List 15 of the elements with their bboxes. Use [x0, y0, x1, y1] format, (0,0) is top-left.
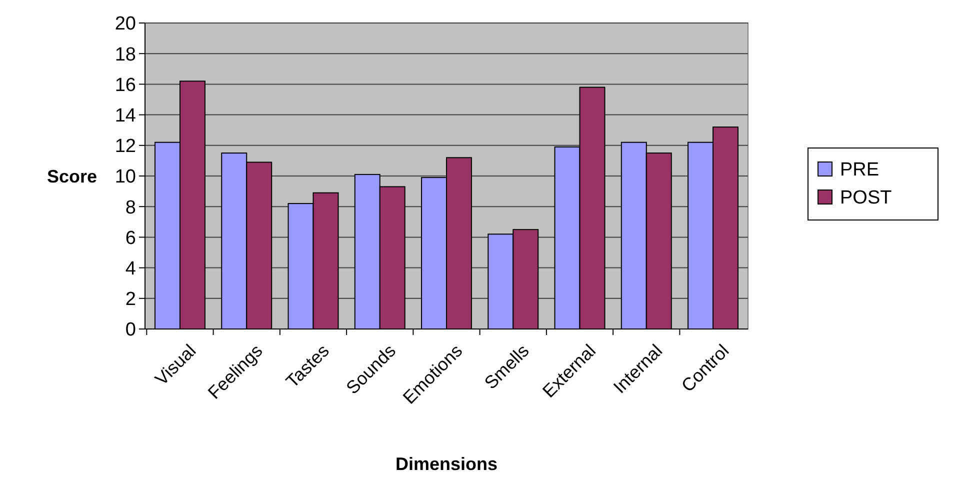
y-tick-label: 4 — [125, 258, 136, 280]
y-tick-label: 18 — [114, 44, 136, 66]
y-tick-label: 10 — [114, 166, 136, 188]
y-tick-label: 12 — [114, 136, 136, 158]
y-tick-label: 8 — [125, 197, 136, 218]
legend-label: PRE — [840, 160, 880, 181]
y-tick-label: 6 — [125, 228, 136, 249]
y-tick-label: 2 — [125, 289, 136, 310]
legend-label: POST — [840, 188, 892, 209]
y-axis-title: Score — [46, 166, 97, 186]
x-axis-title: Dimensions — [395, 454, 498, 474]
y-tick-label: 20 — [114, 14, 136, 35]
y-tick-label: 14 — [114, 105, 136, 126]
y-tick-label: 0 — [125, 320, 136, 341]
y-tick-label: 16 — [114, 74, 136, 96]
